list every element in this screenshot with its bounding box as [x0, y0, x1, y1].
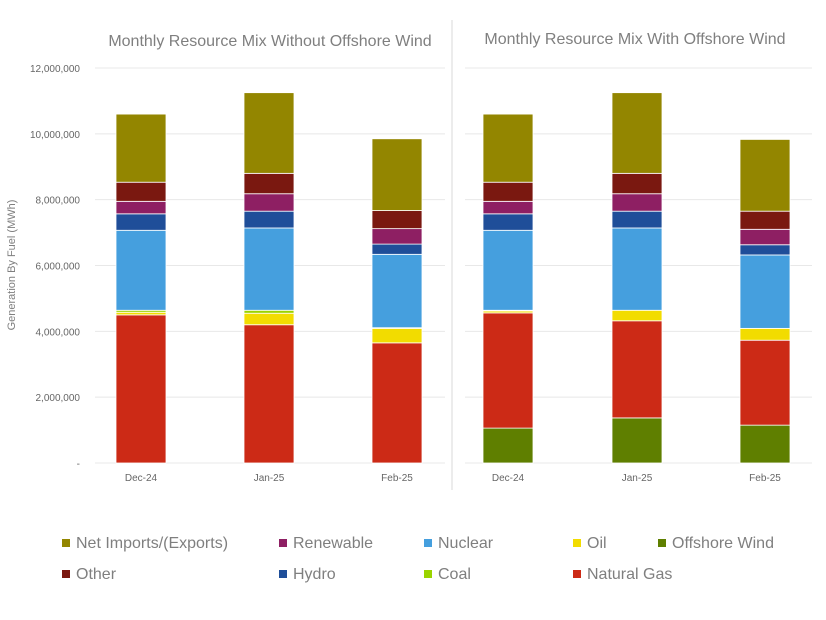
legend-swatch	[279, 539, 287, 547]
bar-segment-other-dec-24	[482, 181, 534, 202]
legend-swatch	[424, 539, 432, 547]
bar-segment-natural-gas-jan-25	[243, 324, 295, 464]
legend-swatch	[573, 570, 581, 578]
bar-segment-hydro-feb-25	[371, 243, 423, 255]
y-tick-label: 10,000,000	[30, 130, 80, 141]
bar-segment-oil-feb-25	[739, 327, 791, 341]
bar-segment-renewable-feb-25	[371, 228, 423, 245]
legend-label: Offshore Wind	[672, 535, 774, 552]
legend-item: Oil	[573, 535, 607, 552]
legend-label: Oil	[587, 535, 607, 552]
bar-segment-hydro-dec-24	[115, 213, 167, 231]
bar-segment-offshore-wind-dec-24	[482, 427, 534, 464]
legend-swatch	[658, 539, 666, 547]
y-tick-label: 2,000,000	[36, 393, 81, 404]
bar-segment-renewable-feb-25	[739, 228, 791, 246]
bar-segment-natural-gas-jan-25	[611, 320, 663, 419]
bar-segment-net-imports-exports--feb-25	[371, 138, 423, 211]
bar-segment-net-imports-exports--dec-24	[482, 113, 534, 183]
legend-item: Renewable	[279, 535, 373, 552]
bar-segment-nuclear-dec-24	[115, 229, 167, 311]
legend-item: Hydro	[279, 566, 336, 583]
bar-segment-hydro-jan-25	[611, 210, 663, 229]
bar-segment-net-imports-exports--jan-25	[611, 92, 663, 174]
bar-segment-other-feb-25	[371, 210, 423, 230]
legend-swatch	[573, 539, 581, 547]
y-tick-label: -	[77, 459, 80, 470]
bar-segment-other-jan-25	[611, 172, 663, 195]
bar-segment-nuclear-jan-25	[243, 227, 295, 311]
legend-item: Nuclear	[424, 535, 494, 552]
bar-segment-hydro-jan-25	[243, 210, 295, 229]
bar-segment-oil-jan-25	[243, 312, 295, 326]
legend-item: Net Imports/(Exports)	[62, 535, 228, 552]
bar-segment-other-dec-24	[115, 181, 167, 202]
bar-segment-natural-gas-feb-25	[739, 339, 791, 426]
y-tick-label: 4,000,000	[36, 327, 81, 338]
bar-segment-net-imports-exports--feb-25	[739, 139, 791, 212]
bar-segment-oil-jan-25	[611, 309, 663, 322]
plot-panel-1: Dec-24 Jan-25 Feb-25	[465, 67, 812, 484]
bar-segment-net-imports-exports--jan-25	[243, 92, 295, 174]
y-tick-label: 12,000,000	[30, 64, 80, 75]
legend-swatch	[62, 570, 70, 578]
bar-segment-natural-gas-feb-25	[371, 342, 423, 464]
legend-swatch	[279, 570, 287, 578]
x-tick-label: Feb-25	[381, 473, 413, 484]
bar-segment-oil-feb-25	[371, 327, 423, 344]
bar-segment-other-feb-25	[739, 210, 791, 230]
y-tick-label: 8,000,000	[36, 196, 81, 207]
bar-segment-coal-jan-25	[243, 309, 295, 314]
bar-segment-nuclear-jan-25	[611, 227, 663, 311]
chart-title-right: Monthly Resource Mix With Offshore Wind	[484, 31, 785, 48]
bar-segment-renewable-dec-24	[115, 200, 167, 215]
bar-segment-hydro-feb-25	[739, 244, 791, 256]
legend-swatch	[424, 570, 432, 578]
legend-swatch	[62, 539, 70, 547]
x-tick-label: Feb-25	[749, 473, 781, 484]
bar-segment-renewable-jan-25	[243, 193, 295, 212]
legend-label: Natural Gas	[587, 566, 672, 583]
bar-segment-offshore-wind-jan-25	[611, 417, 663, 464]
bar-segment-renewable-dec-24	[482, 200, 534, 215]
x-tick-label: Jan-25	[254, 473, 285, 484]
y-tick-label: 6,000,000	[36, 262, 81, 273]
bar-segment-renewable-jan-25	[611, 193, 663, 212]
y-axis-label: Generation By Fuel (MWh)	[6, 200, 18, 331]
x-tick-label: Dec-24	[492, 473, 525, 484]
bar-segment-natural-gas-dec-24	[115, 314, 167, 464]
bar-segment-nuclear-dec-24	[482, 229, 534, 311]
legend-item: Natural Gas	[573, 566, 672, 583]
bar-segment-net-imports-exports--dec-24	[115, 113, 167, 183]
bar-segment-natural-gas-dec-24	[482, 312, 534, 429]
bar-segment-hydro-dec-24	[482, 213, 534, 231]
legend-item: Offshore Wind	[658, 535, 774, 552]
x-tick-label: Jan-25	[622, 473, 653, 484]
bar-segment-offshore-wind-feb-25	[739, 424, 791, 464]
legend-item: Coal	[424, 566, 471, 583]
legend-item: Other	[62, 566, 117, 583]
plot-panel-0: - 2,000,000 4,000,000 6,000,000 8,000,000 10,…	[30, 64, 445, 484]
bar-segment-other-jan-25	[243, 172, 295, 195]
legend-label: Nuclear	[438, 535, 494, 552]
legend-label: Coal	[438, 566, 471, 583]
chart-title-left: Monthly Resource Mix Without Offshore Wi…	[108, 33, 431, 50]
x-tick-label: Dec-24	[125, 473, 158, 484]
legend-label: Other	[76, 566, 117, 583]
legend-label: Net Imports/(Exports)	[76, 535, 228, 552]
legend-label: Hydro	[293, 566, 336, 583]
bar-segment-nuclear-feb-25	[371, 253, 423, 329]
bar-segment-nuclear-feb-25	[739, 254, 791, 329]
legend-label: Renewable	[293, 535, 373, 552]
